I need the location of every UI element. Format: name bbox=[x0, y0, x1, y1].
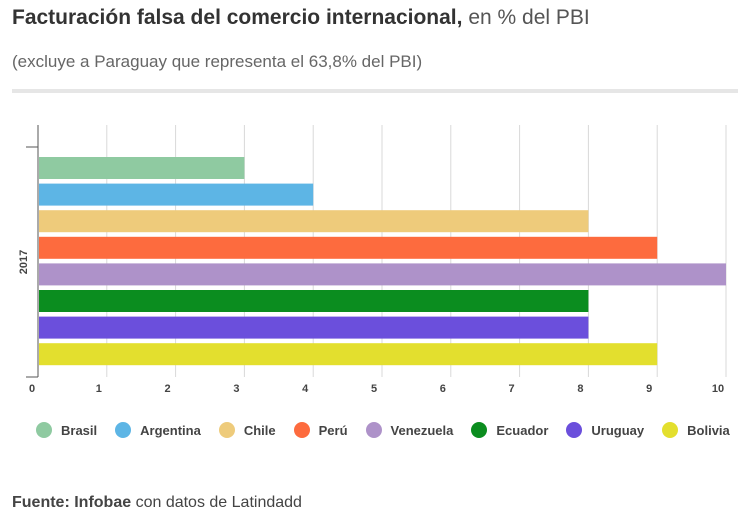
legend-item: Perú bbox=[293, 422, 348, 438]
legend-item: Argentina bbox=[115, 422, 201, 438]
chart-legend: Brasil Argentina Chile Perú Venezuela Ecuador… bbox=[36, 422, 748, 438]
legend-swatch bbox=[365, 422, 382, 438]
x-tick-label: 6 bbox=[440, 383, 446, 395]
bar-bolivia bbox=[39, 343, 658, 366]
legend-label: Chile bbox=[243, 422, 276, 438]
source-note: Fuente: Infobae con datos de Latindadd bbox=[12, 494, 302, 512]
legend-label: Perú bbox=[318, 422, 348, 438]
legend-swatch bbox=[36, 422, 52, 438]
axis-layer: 0 1 2 3 4 5 6 7 8 9 10 2017 bbox=[18, 125, 724, 395]
x-tick-label: 3 bbox=[233, 383, 239, 395]
bars-layer bbox=[39, 157, 726, 366]
bar-venezuela bbox=[39, 263, 726, 286]
legend-swatch bbox=[218, 422, 235, 438]
bar-perú bbox=[39, 236, 658, 259]
legend-item: Ecuador bbox=[471, 422, 548, 438]
x-tick-label: 9 bbox=[646, 383, 652, 395]
x-tick-label: 4 bbox=[302, 383, 309, 395]
legend-swatch bbox=[566, 422, 583, 438]
bar-brasil bbox=[39, 157, 245, 179]
legend-item: Uruguay bbox=[566, 422, 644, 438]
x-tick-label: 0 bbox=[29, 383, 35, 395]
legend-swatch bbox=[471, 422, 488, 438]
source-label: Fuente: bbox=[12, 494, 70, 511]
y-category-label: 2017 bbox=[18, 250, 30, 274]
bar-argentina bbox=[39, 183, 314, 206]
header-divider bbox=[12, 89, 738, 93]
source-name: Infobae bbox=[74, 494, 132, 511]
bar-ecuador bbox=[39, 290, 589, 312]
legend-item: Bolivia bbox=[662, 422, 730, 438]
bar-chart: 0 1 2 3 4 5 6 7 8 9 10 2017 bbox=[18, 125, 727, 395]
bar-chile bbox=[39, 210, 589, 233]
legend-label: Venezuela bbox=[390, 422, 454, 438]
chart-subtitle: (excluye a Paraguay que representa el 63… bbox=[12, 52, 423, 71]
legend-swatch bbox=[662, 422, 679, 438]
legend-item: Chile bbox=[218, 422, 276, 438]
bar-uruguay bbox=[39, 316, 589, 339]
x-tick-label: 10 bbox=[712, 383, 724, 395]
legend-item: Venezuela bbox=[365, 422, 454, 438]
x-tick-label: 1 bbox=[96, 383, 102, 395]
legend-swatch bbox=[115, 422, 132, 438]
chart-title-unit: en % del PBI bbox=[462, 6, 590, 29]
source-rest: con datos de Latindadd bbox=[131, 494, 302, 511]
x-tick-label: 8 bbox=[577, 383, 583, 395]
x-tick-label: 5 bbox=[371, 383, 377, 395]
x-tick-label: 2 bbox=[165, 383, 171, 395]
legend-item: Brasil bbox=[36, 422, 97, 438]
legend-label: Bolivia bbox=[687, 422, 730, 438]
legend-label: Ecuador bbox=[496, 422, 549, 438]
legend-label: Brasil bbox=[61, 422, 98, 438]
x-tick-label: 7 bbox=[509, 383, 515, 395]
legend-label: Argentina bbox=[140, 422, 201, 438]
legend-swatch bbox=[293, 422, 310, 438]
chart-title: Facturación falsa del comercio internaci… bbox=[12, 6, 590, 30]
legend-label: Uruguay bbox=[591, 422, 645, 438]
chart-title-main: Facturación falsa del comercio internaci… bbox=[12, 6, 463, 29]
